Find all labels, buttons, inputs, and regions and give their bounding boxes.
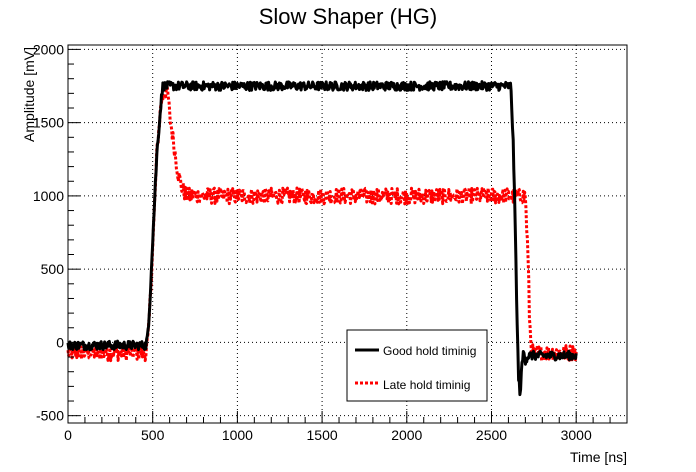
plot-frame — [67, 44, 628, 424]
axes: 0 500 1000 1500 2000 2500 3000-500050010001500… — [33, 41, 628, 443]
x-tick-label: 2000 — [391, 427, 422, 443]
series-layer — [66, 80, 578, 397]
x-axis-label: Time [ns] — [570, 449, 627, 465]
y-tick-label: 1500 — [33, 115, 64, 131]
x-tick-label: 1000 — [222, 427, 253, 443]
x-tick-label: 500 — [141, 427, 165, 443]
y-tick-label: 1000 — [33, 188, 64, 204]
legend-box — [346, 329, 488, 402]
y-tick-label: 500 — [41, 261, 65, 277]
y-tick-label: 2000 — [33, 41, 64, 57]
x-tick-label: 2500 — [476, 427, 507, 443]
y-tick-label: 0 — [56, 334, 64, 350]
y-tick-label: -500 — [36, 408, 64, 424]
y-axis-label: Amplitude [mV] — [21, 47, 37, 142]
x-tick-label: 0 — [64, 427, 72, 443]
x-tick-label: 3000 — [561, 427, 592, 443]
legend: Good hold timinig Late hold timinig — [346, 329, 488, 402]
series-line-late-hold — [66, 83, 578, 363]
legend-label-good: Good hold timinig — [383, 344, 476, 358]
legend-label-late: Late hold timinig — [383, 378, 470, 392]
chart-title: Slow Shaper (HG) — [259, 4, 438, 29]
x-tick-label: 1500 — [307, 427, 338, 443]
series-line-good-hold — [66, 80, 578, 397]
